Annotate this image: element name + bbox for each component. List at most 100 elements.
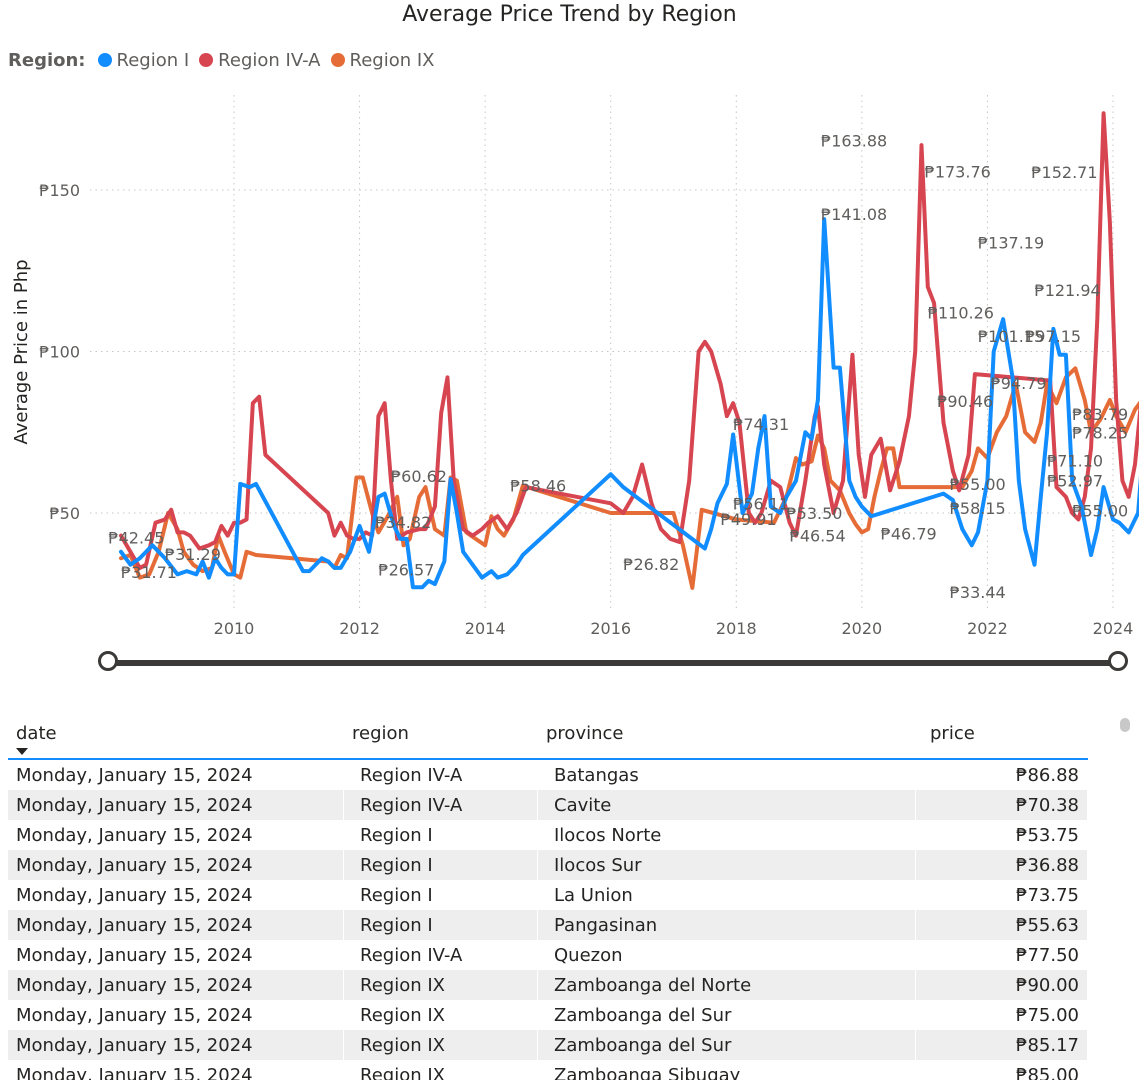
series-line-region-i[interactable] <box>118 217 1139 590</box>
x-tick-label: 2016 <box>590 619 631 638</box>
data-label: ₱97.15 <box>1025 327 1081 346</box>
data-labels: ₱42.45 ₱31.71₱31.29 ₱34.82 ₱26.57 ₱60.62 ₱58.… <box>108 131 1128 602</box>
data-label: ₱55.00 <box>950 475 1006 494</box>
cell-date: Monday, January 15, 2024 <box>8 940 344 970</box>
data-label: ₱152.71 <box>1031 163 1097 182</box>
data-label: ₱78.25 <box>1072 423 1128 442</box>
legend: Region: Region I Region IV-A Region IX <box>8 48 444 72</box>
date-range-slider[interactable] <box>98 650 1128 676</box>
legend-item-region-iv-a[interactable]: Region IV-A <box>199 49 321 71</box>
cell-region: Region IX <box>344 1060 538 1080</box>
y-axis-label: Average Price in Php <box>11 259 32 444</box>
table-row[interactable]: Monday, January 15, 2024 Region IV-A Cavit… <box>8 790 1088 820</box>
data-label: ₱26.57 <box>378 561 434 580</box>
cell-price: ₱36.88 <box>916 850 1088 880</box>
series-line-region-iv-a[interactable] <box>118 111 1139 570</box>
data-label: ₱46.54 <box>790 526 846 545</box>
data-label: ₱33.44 <box>950 583 1006 602</box>
y-tick-label: ₱100 <box>39 343 80 362</box>
legend-dot <box>199 53 214 67</box>
data-label: ₱58.15 <box>950 499 1006 518</box>
cell-date: Monday, January 15, 2024 <box>8 880 344 910</box>
data-label: ₱83.79 <box>1072 405 1128 424</box>
legend-item-region-ix[interactable]: Region IX <box>330 50 434 71</box>
x-tick-label: 2024 <box>1093 619 1134 638</box>
slider-start-handle[interactable] <box>98 651 118 671</box>
legend-label: Region IV-A <box>218 49 321 71</box>
data-label: ₱53.50 <box>787 504 843 523</box>
table-header: date region province price <box>8 720 1088 760</box>
x-tick-label: 2020 <box>841 619 882 638</box>
cell-region: Region I <box>344 820 538 850</box>
cell-price: ₱73.75 <box>916 880 1088 910</box>
cell-region: Region IV-A <box>344 940 538 970</box>
table-scrollbar-thumb[interactable] <box>1120 718 1130 732</box>
x-tick-label: 2010 <box>214 619 255 638</box>
cell-region: Region I <box>344 880 538 910</box>
table-row[interactable]: Monday, January 15, 2024 Region I Pangasin… <box>8 910 1088 940</box>
data-table: date region province price Monday, Janua… <box>8 720 1088 1080</box>
cell-date: Monday, January 15, 2024 <box>8 910 344 940</box>
column-header-region[interactable]: region <box>352 723 409 744</box>
cell-date: Monday, January 15, 2024 <box>8 1060 344 1080</box>
data-label: ₱60.62 <box>391 467 447 486</box>
table-row[interactable]: Monday, January 15, 2024 Region IX Zamboan… <box>8 1030 1088 1060</box>
cell-price: ₱90.00 <box>916 970 1088 1000</box>
cell-price: ₱77.50 <box>916 940 1088 970</box>
slider-track[interactable] <box>110 660 1116 666</box>
column-header-price[interactable]: price <box>930 723 975 744</box>
data-label: ₱74.31 <box>733 415 789 434</box>
table-row[interactable]: Monday, January 15, 2024 Region IX Zamboan… <box>8 1000 1088 1030</box>
slider-end-handle[interactable] <box>1108 651 1128 671</box>
x-tick-label: 2018 <box>716 619 757 638</box>
data-label: ₱34.82 <box>375 513 431 532</box>
data-label: ₱31.71 <box>121 563 177 582</box>
cell-price: ₱85.17 <box>916 1030 1088 1060</box>
cell-region: Region IX <box>344 970 538 1000</box>
legend-title: Region: <box>8 49 86 71</box>
cell-price: ₱86.88 <box>916 760 1088 790</box>
series-lines <box>118 111 1139 590</box>
x-tick-label: 2012 <box>339 619 380 638</box>
data-label: ₱173.76 <box>925 162 991 181</box>
data-label: ₱26.82 <box>623 555 679 574</box>
cell-price: ₱55.63 <box>916 910 1088 940</box>
cell-province: Cavite <box>538 790 916 820</box>
table-row[interactable]: Monday, January 15, 2024 Region IV-A Quezo… <box>8 940 1088 970</box>
cell-date: Monday, January 15, 2024 <box>8 760 344 790</box>
cell-province: Zamboanga del Sur <box>538 1030 916 1060</box>
column-header-province[interactable]: province <box>546 723 624 744</box>
cell-province: Pangasinan <box>538 910 916 940</box>
table-row[interactable]: Monday, January 15, 2024 Region I Ilocos S… <box>8 850 1088 880</box>
cell-region: Region IX <box>344 1000 538 1030</box>
data-label: ₱55.00 <box>1072 501 1128 520</box>
cell-price: ₱70.38 <box>916 790 1088 820</box>
data-label: ₱137.19 <box>978 233 1044 252</box>
table-row[interactable]: Monday, January 15, 2024 Region I Ilocos N… <box>8 820 1088 850</box>
data-label: ₱42.45 <box>108 528 164 547</box>
line-chart: ₱50 ₱100 ₱150 2010 2012 2014 2016 2018 2020 2022 2… <box>11 95 1139 638</box>
cell-province: Ilocos Norte <box>538 820 916 850</box>
cell-province: Batangas <box>538 760 916 790</box>
table-row[interactable]: Monday, January 15, 2024 Region I La Union… <box>8 880 1088 910</box>
data-label: ₱49.91 <box>721 510 777 529</box>
cell-province: La Union <box>538 880 916 910</box>
table-row[interactable]: Monday, January 15, 2024 Region IX Zamboan… <box>8 1060 1088 1080</box>
cell-date: Monday, January 15, 2024 <box>8 1030 344 1060</box>
table-row[interactable]: Monday, January 15, 2024 Region IX Zamboan… <box>8 970 1088 1000</box>
cell-date: Monday, January 15, 2024 <box>8 820 344 850</box>
data-label: ₱46.79 <box>881 524 937 543</box>
sort-descending-icon[interactable] <box>16 748 28 755</box>
cell-region: Region IV-A <box>344 760 538 790</box>
table-row[interactable]: Monday, January 15, 2024 Region IV-A Batan… <box>8 760 1088 790</box>
data-label: ₱90.46 <box>937 392 993 411</box>
y-tick-label: ₱50 <box>49 504 80 523</box>
data-label: ₱31.29 <box>165 545 221 564</box>
data-label: ₱101.15 <box>978 327 1044 346</box>
legend-item-region-i[interactable]: Region I <box>97 50 189 71</box>
cell-price: ₱53.75 <box>916 820 1088 850</box>
chart-title: Average Price Trend by Region <box>402 2 737 27</box>
cell-date: Monday, January 15, 2024 <box>8 1000 344 1030</box>
cell-province: Zamboanga Sibugay <box>538 1060 916 1080</box>
column-header-date[interactable]: date <box>16 723 57 744</box>
